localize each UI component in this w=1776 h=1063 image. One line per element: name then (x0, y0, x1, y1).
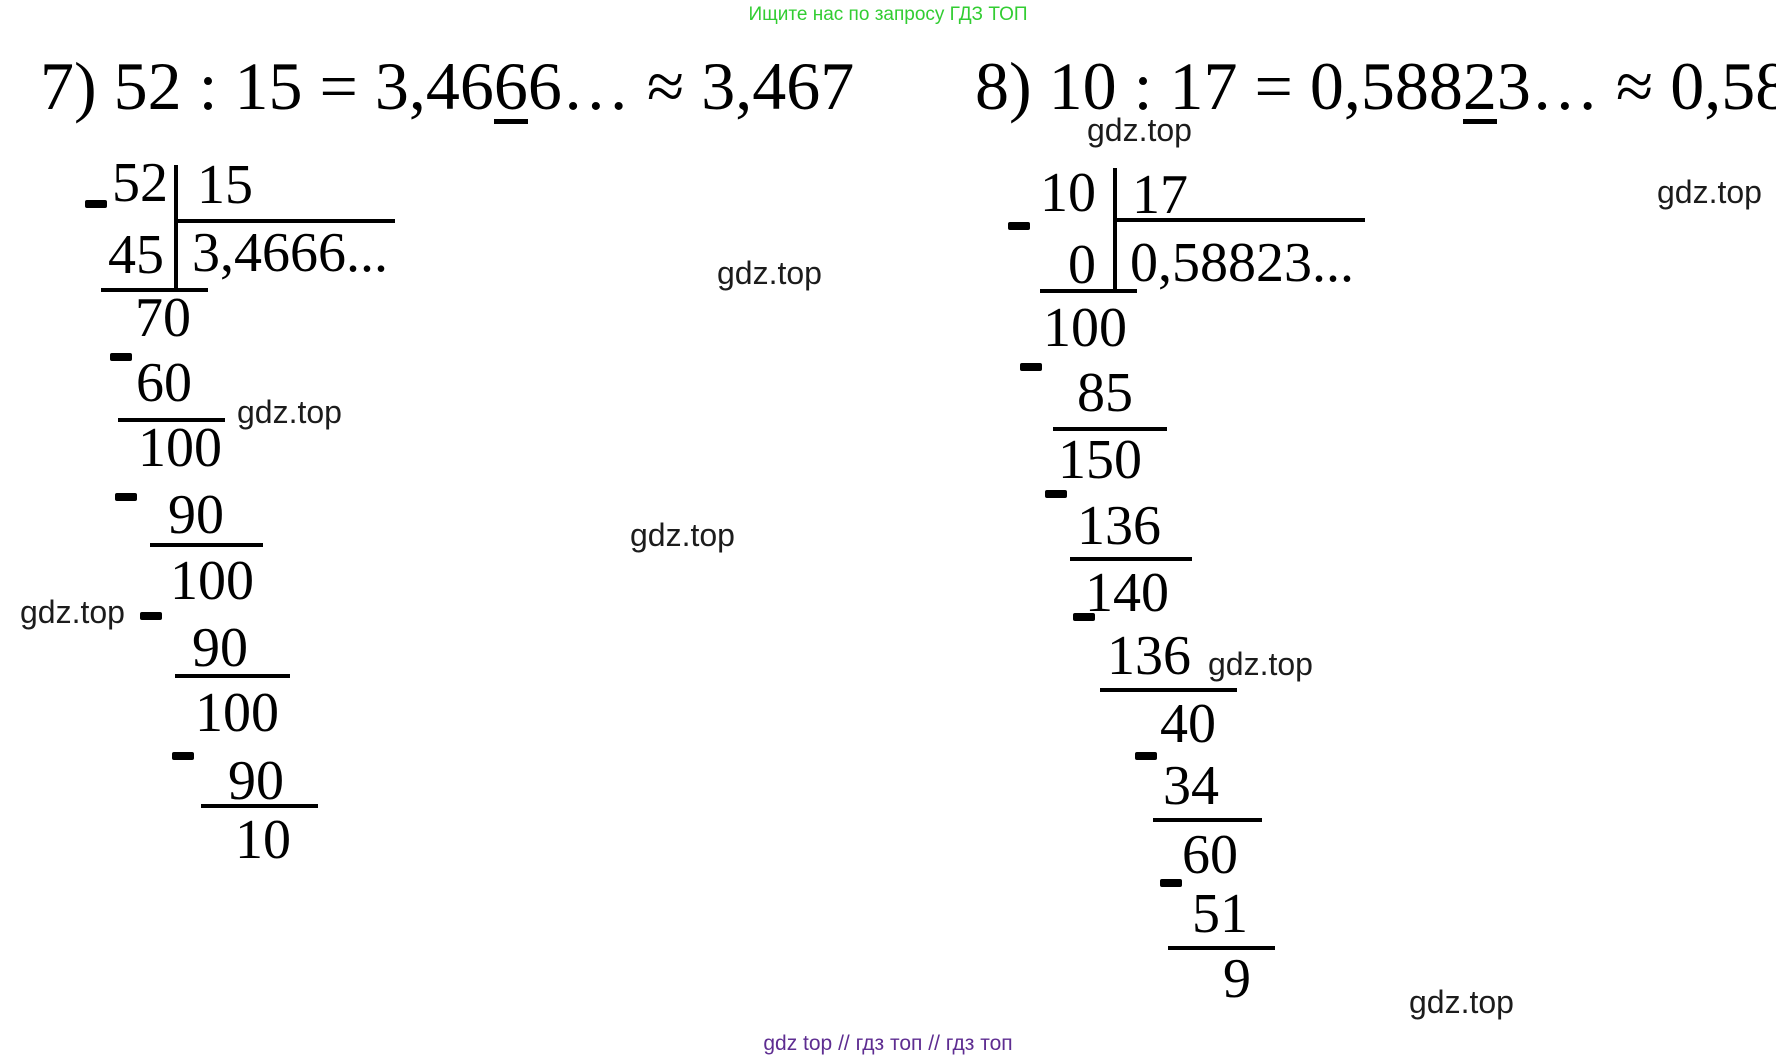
watermark-gdz-top: gdz.top (717, 255, 822, 291)
problem-8-underlined-digit: 2 (1462, 48, 1497, 124)
footer-text: gdz top // гдз топ // гдз топ (763, 1032, 1013, 1055)
division7-divisor: 15 (197, 154, 253, 216)
division7-step-value: 100 (195, 682, 279, 744)
watermark-gdz-top: gdz.top (1409, 984, 1514, 1020)
division8-subtraction-line (1153, 818, 1262, 822)
division8-step-value: 0 (1068, 234, 1096, 296)
division8-bracket-horizontal-line (1113, 218, 1365, 222)
division8-subtraction-line (1100, 688, 1237, 692)
minus-sign (1135, 752, 1157, 760)
problem-8-title-after: 3… ≈ 0,5882 (1496, 48, 1776, 124)
division8-remainder: 9 (1223, 948, 1251, 1010)
division8-step-value: 60 (1182, 824, 1238, 886)
division8-step-value: 85 (1077, 362, 1133, 424)
watermark-gdz-top: gdz.top (237, 394, 342, 430)
division7-dividend: 52 (112, 152, 168, 214)
problem-7-underlined-digit: 6 (493, 48, 528, 124)
division7-step-value: 90 (168, 484, 224, 546)
division8-subtraction-line (1053, 427, 1167, 431)
division7-subtraction-line (101, 288, 208, 292)
division7-step-value: 100 (170, 550, 254, 612)
division8-quotient: 0,58823... (1130, 232, 1354, 294)
division8-subtraction-line (1040, 289, 1137, 293)
division8-step-value: 34 (1163, 755, 1219, 817)
division8-divisor: 17 (1132, 164, 1188, 226)
problem-7-title-before: 7) 52 : 15 = 3,46 (40, 48, 494, 124)
watermark-gdz-top: gdz.top (1208, 646, 1313, 682)
minus-sign (115, 493, 137, 501)
division7-subtraction-line (118, 418, 225, 422)
minus-sign (1045, 490, 1067, 498)
division7-step-value: 70 (135, 287, 191, 349)
division8-step-value: 100 (1043, 297, 1127, 359)
division8-step-value: 40 (1160, 693, 1216, 755)
division7-remainder: 10 (235, 809, 291, 871)
watermark-gdz-top: gdz.top (1657, 174, 1762, 210)
division7-subtraction-line (150, 543, 263, 547)
division8-bracket-vertical-line (1113, 168, 1117, 293)
problem-8-title: 8) 10 : 17 = 0,58823… ≈ 0,5882 (975, 52, 1776, 124)
division7-step-value: 45 (108, 224, 164, 286)
watermark-gdz-top: gdz.top (1087, 112, 1192, 148)
division8-subtraction-line (1168, 946, 1275, 950)
minus-sign (1020, 363, 1042, 371)
watermark-gdz-top: gdz.top (20, 594, 125, 630)
minus-sign (1073, 613, 1095, 621)
division7-bracket-horizontal-line (174, 219, 395, 223)
problem-7-title-after: 6… ≈ 3,467 (527, 48, 855, 124)
division7-quotient: 3,4666... (192, 222, 388, 284)
minus-sign (110, 353, 132, 361)
minus-sign (1160, 879, 1182, 887)
minus-sign (85, 200, 107, 208)
problem-7-title: 7) 52 : 15 = 3,4666… ≈ 3,467 (40, 52, 854, 124)
minus-sign (140, 612, 162, 620)
division7-bracket-vertical-line (174, 165, 178, 292)
watermark-gdz-top: gdz.top (630, 517, 735, 553)
division8-step-value: 136 (1107, 625, 1191, 687)
division8-step-value: 150 (1058, 429, 1142, 491)
division7-step-value: 90 (192, 617, 248, 679)
division8-step-value: 51 (1192, 883, 1248, 945)
minus-sign (172, 752, 194, 760)
division7-step-value: 60 (136, 352, 192, 414)
division8-step-value: 140 (1085, 562, 1169, 624)
division8-step-value: 136 (1077, 495, 1161, 557)
problem-8-title-before: 8) 10 : 17 = 0,588 (975, 48, 1463, 124)
division7-subtraction-line (201, 804, 318, 808)
division7-step-value: 100 (138, 417, 222, 479)
division8-dividend: 10 (1040, 162, 1096, 224)
minus-sign (1008, 222, 1030, 230)
division7-subtraction-line (175, 674, 290, 678)
promo-banner-text: Ищите нас по запросу ГДЗ ТОП (748, 4, 1028, 25)
division7-step-value: 90 (228, 750, 284, 812)
division8-subtraction-line (1070, 557, 1192, 561)
